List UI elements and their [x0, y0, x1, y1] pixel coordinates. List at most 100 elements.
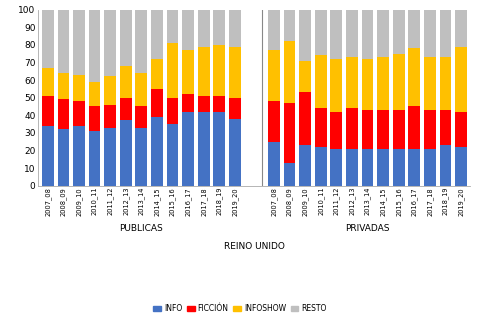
- Bar: [120, 10, 132, 66]
- Bar: [284, 10, 295, 41]
- Bar: [424, 10, 436, 57]
- Bar: [167, 43, 179, 98]
- Bar: [299, 145, 311, 186]
- Bar: [73, 75, 85, 101]
- Bar: [104, 128, 116, 186]
- Bar: [393, 10, 405, 53]
- Bar: [104, 10, 116, 76]
- Bar: [198, 47, 210, 96]
- Bar: [330, 10, 342, 59]
- Bar: [424, 110, 436, 148]
- Bar: [104, 105, 116, 128]
- Bar: [120, 121, 132, 186]
- Bar: [198, 112, 210, 186]
- Bar: [151, 10, 163, 59]
- Bar: [361, 148, 373, 186]
- Bar: [214, 96, 225, 112]
- Bar: [151, 89, 163, 117]
- Bar: [120, 66, 132, 98]
- Bar: [89, 82, 100, 106]
- Bar: [58, 73, 69, 99]
- Bar: [268, 101, 280, 141]
- Bar: [346, 10, 358, 57]
- Bar: [182, 10, 194, 50]
- Bar: [42, 96, 54, 126]
- Bar: [315, 55, 326, 108]
- Bar: [167, 10, 179, 43]
- Bar: [284, 163, 295, 186]
- Bar: [73, 101, 85, 126]
- Bar: [408, 106, 420, 148]
- Bar: [361, 10, 373, 59]
- Bar: [268, 10, 280, 50]
- Bar: [151, 59, 163, 89]
- Bar: [135, 128, 147, 186]
- Bar: [229, 98, 241, 119]
- Bar: [42, 68, 54, 96]
- Bar: [214, 112, 225, 186]
- Bar: [268, 141, 280, 186]
- Bar: [182, 112, 194, 186]
- Bar: [214, 45, 225, 96]
- Bar: [393, 148, 405, 186]
- Bar: [361, 110, 373, 148]
- Bar: [377, 148, 389, 186]
- Bar: [104, 76, 116, 105]
- Bar: [377, 57, 389, 110]
- Bar: [89, 106, 100, 131]
- Text: PRIVADAS: PRIVADAS: [345, 224, 390, 233]
- Bar: [455, 46, 467, 112]
- Bar: [346, 108, 358, 148]
- Bar: [377, 10, 389, 57]
- Bar: [440, 57, 451, 110]
- Bar: [346, 57, 358, 108]
- Bar: [58, 99, 69, 129]
- Bar: [58, 129, 69, 186]
- Bar: [408, 48, 420, 106]
- Bar: [73, 10, 85, 75]
- Bar: [346, 148, 358, 186]
- Bar: [214, 10, 225, 45]
- Bar: [315, 147, 326, 186]
- Text: PUBLICAS: PUBLICAS: [120, 224, 163, 233]
- Bar: [330, 148, 342, 186]
- Bar: [58, 10, 69, 73]
- Bar: [284, 41, 295, 103]
- Bar: [89, 10, 100, 82]
- Bar: [315, 10, 326, 55]
- Bar: [330, 59, 342, 112]
- Bar: [455, 147, 467, 186]
- Bar: [330, 112, 342, 148]
- Bar: [120, 98, 132, 121]
- Bar: [440, 145, 451, 186]
- Bar: [408, 148, 420, 186]
- Bar: [393, 53, 405, 110]
- Bar: [42, 126, 54, 186]
- Bar: [73, 126, 85, 186]
- Bar: [167, 98, 179, 124]
- Bar: [299, 61, 311, 92]
- Bar: [268, 50, 280, 101]
- Bar: [315, 108, 326, 147]
- Bar: [424, 148, 436, 186]
- Bar: [424, 57, 436, 110]
- Bar: [408, 10, 420, 48]
- Bar: [299, 92, 311, 145]
- Bar: [135, 106, 147, 128]
- Bar: [182, 50, 194, 94]
- Bar: [440, 10, 451, 57]
- Bar: [198, 10, 210, 47]
- Text: REINO UNIDO: REINO UNIDO: [224, 242, 285, 251]
- Legend: INFO, FICCIÓN, INFOSHOW, RESTO: INFO, FICCIÓN, INFOSHOW, RESTO: [150, 301, 330, 316]
- Bar: [135, 73, 147, 106]
- Bar: [361, 59, 373, 110]
- Bar: [89, 131, 100, 186]
- Bar: [455, 112, 467, 147]
- Bar: [229, 10, 241, 47]
- Bar: [377, 110, 389, 148]
- Bar: [440, 110, 451, 145]
- Bar: [135, 10, 147, 73]
- Bar: [151, 117, 163, 186]
- Bar: [229, 119, 241, 186]
- Bar: [455, 10, 467, 47]
